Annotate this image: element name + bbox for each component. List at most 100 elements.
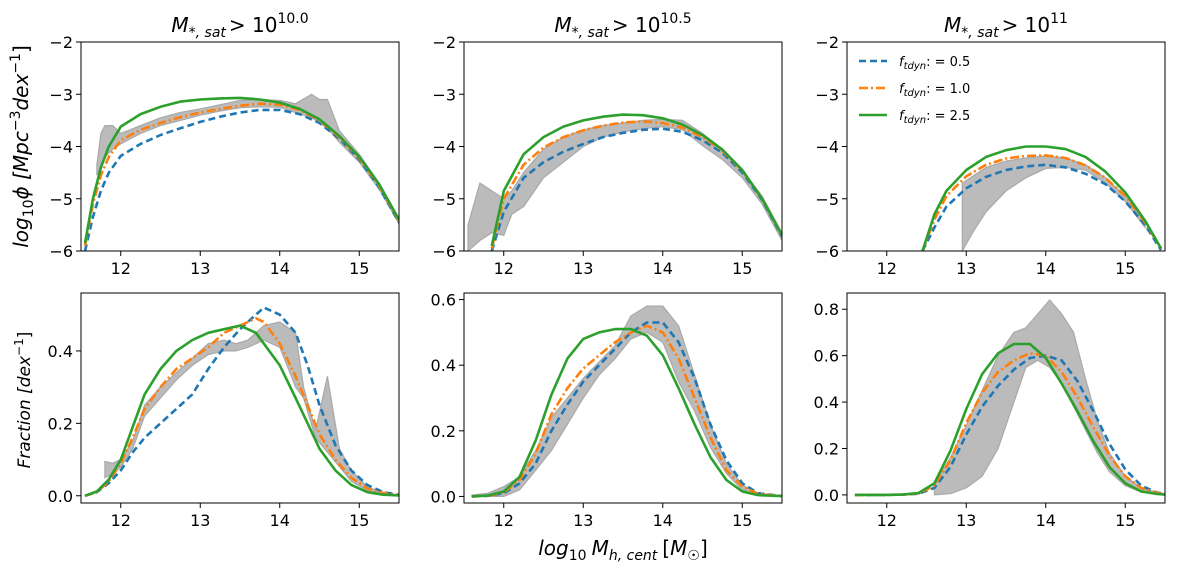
plot-area xyxy=(854,299,1165,497)
x-tick-label: 15 xyxy=(732,511,752,530)
y-tick-label: 0.2 xyxy=(814,439,839,458)
ylabel2-close: ] xyxy=(15,332,35,339)
plot-area xyxy=(921,145,1163,251)
x-tick-label: 15 xyxy=(349,511,369,530)
legend-label-1: ftdyn: = 1.0 xyxy=(899,82,970,99)
x-tick-label: 13 xyxy=(573,259,593,278)
ylabel-log: log xyxy=(9,217,33,248)
panel-title: M*, sat > 1011 xyxy=(944,11,1068,41)
ylabel-close: ] xyxy=(9,45,33,53)
title-subscript: *, sat xyxy=(572,25,610,41)
plot-area xyxy=(84,306,399,498)
legend-value: : = 0.5 xyxy=(926,55,970,70)
legend-f: f xyxy=(899,55,906,70)
series-line-f05 xyxy=(83,108,399,251)
xlabel-close: ] xyxy=(700,536,708,560)
series-line-f05 xyxy=(84,306,399,498)
y-tick-label: 0.4 xyxy=(431,356,456,375)
panel-top-3: 12 13 14 15 −6 −5 −4 −3 −2 M*, sat > 1011 xyxy=(815,11,1166,278)
y-tick-label: 0.6 xyxy=(814,347,839,366)
y-tick-label: 0.0 xyxy=(814,486,839,505)
axes-frame xyxy=(463,41,783,252)
y-tick-label: −6 xyxy=(49,242,73,261)
x-tick-label: 13 xyxy=(956,511,976,530)
title-main: M xyxy=(554,13,571,37)
y-tick-label: 0.4 xyxy=(814,393,839,412)
x-tick-label: 14 xyxy=(270,511,290,530)
panel-top-1: 12 13 14 15 −6 −5 −4 −3 −2 M*, sat > 1010.0 xyxy=(49,11,400,278)
y-tick-label: 0.4 xyxy=(48,342,73,361)
series-line-f25 xyxy=(471,327,782,498)
panel-top-2: 12 13 14 15 −6 −5 −4 −3 −2 M*, sat > 1010.5 xyxy=(432,11,783,278)
title-subscript: *, sat xyxy=(189,25,227,41)
title-main: M xyxy=(171,13,188,37)
x-tick-label: 14 xyxy=(1036,259,1056,278)
y-tick-label: −5 xyxy=(815,190,839,209)
y-tick-label: −2 xyxy=(49,33,73,52)
series-line-f05 xyxy=(471,321,782,498)
y-tick-label: −6 xyxy=(432,242,456,261)
legend-sub: tdyn xyxy=(904,88,927,99)
legend-value: : = 1.0 xyxy=(926,82,970,97)
xlabel-sun: ☉ xyxy=(687,548,700,564)
observation-band xyxy=(471,305,782,498)
x-tick-label: 13 xyxy=(573,511,593,530)
y-tick-label: −2 xyxy=(432,33,456,52)
x-tick-label: 12 xyxy=(494,511,514,530)
x-tick-label: 15 xyxy=(1115,511,1135,530)
title-operator: > 10 xyxy=(229,13,278,37)
xlabel-sub2: h, cent xyxy=(609,548,658,564)
ylabel-dex: dex xyxy=(9,74,33,111)
x-tick-label: 13 xyxy=(190,511,210,530)
observation-band xyxy=(933,299,1165,496)
title-exponent: 11 xyxy=(1050,11,1068,27)
title-exponent: 10.5 xyxy=(660,11,691,27)
y-tick-label: −2 xyxy=(815,33,839,52)
series-line-f10 xyxy=(471,324,782,498)
x-axis-label: log10 Mh, cent [M☉] xyxy=(538,536,708,564)
plot-area xyxy=(467,113,782,251)
y-tick-label: 0.2 xyxy=(48,414,73,433)
title-exponent: 10.0 xyxy=(277,11,308,27)
title-subscript: *, sat xyxy=(961,25,999,41)
series-line-f10 xyxy=(83,102,399,247)
xlabel-Msun: M xyxy=(670,536,687,560)
series-line-f10 xyxy=(921,154,1163,251)
x-tick-label: 12 xyxy=(877,259,897,278)
xlabel-log: log xyxy=(538,536,569,560)
axes-frame xyxy=(80,292,400,504)
legend-sub: tdyn xyxy=(904,115,927,126)
plot-area xyxy=(83,93,399,251)
xlabel-M: M xyxy=(592,536,609,560)
x-tick-label: 12 xyxy=(111,511,131,530)
ylabel2-exp: −1 xyxy=(12,338,26,356)
series-line-f25 xyxy=(83,96,399,244)
y-tick-label: −6 xyxy=(815,242,839,261)
observation-band xyxy=(961,155,1146,251)
x-tick-label: 13 xyxy=(190,259,210,278)
axes-frame xyxy=(463,292,783,504)
ylabel-exp2: −1 xyxy=(8,53,24,74)
panel-bottom-1: 12 13 14 15 0.0 0.2 0.4 xyxy=(48,292,400,530)
y-tick-label: −4 xyxy=(432,138,456,157)
ylabel-exp1: −3 xyxy=(8,111,24,132)
series-line-f25 xyxy=(84,324,399,498)
x-tick-label: 12 xyxy=(877,511,897,530)
x-tick-label: 12 xyxy=(111,259,131,278)
y-tick-label: 0.2 xyxy=(431,422,456,441)
series-line-f05 xyxy=(921,163,1163,251)
title-operator: > 10 xyxy=(612,13,661,37)
axes-frame xyxy=(846,292,1166,504)
series-line-f05 xyxy=(854,354,1165,497)
y-tick-label: −3 xyxy=(815,85,839,104)
y-tick-label: 0.8 xyxy=(814,300,839,319)
observation-band xyxy=(104,321,399,497)
y-tick-label: −4 xyxy=(49,138,73,157)
legend-sub: tdyn xyxy=(904,61,927,72)
legend-value: : = 2.5 xyxy=(926,109,970,124)
panel-title: M*, sat > 1010.0 xyxy=(171,11,308,41)
series-line-f25 xyxy=(921,145,1163,251)
y-tick-label: 0.0 xyxy=(431,487,456,506)
series-line-f25 xyxy=(490,113,782,247)
y-axis-label-top: log10ϕ [Mpc−3dex−1] xyxy=(8,45,37,248)
